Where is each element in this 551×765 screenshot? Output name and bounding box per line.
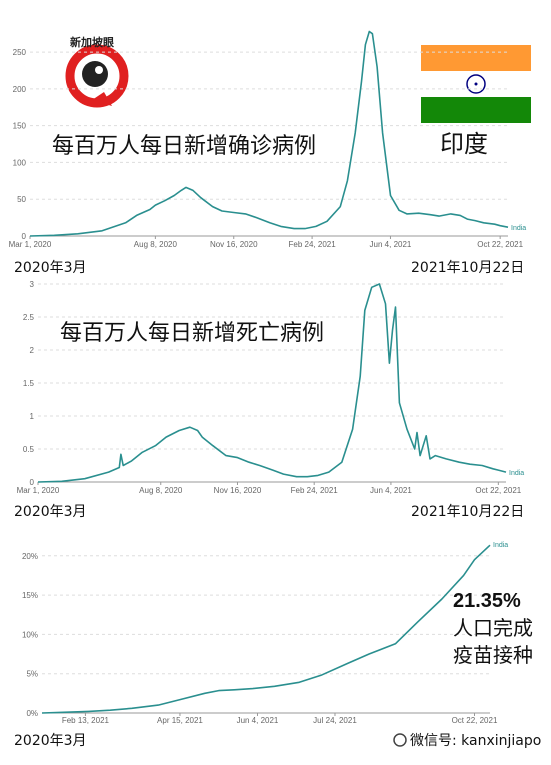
deaths-start-label: 2020年3月	[14, 504, 87, 520]
deaths-end-label: 2021年10月22日	[411, 504, 524, 520]
x-tick-label: Apr 15, 2021	[157, 716, 203, 725]
y-tick-label: 2	[30, 346, 35, 355]
x-tick-label: Oct 22, 2021	[452, 716, 498, 725]
logo-pin-tail	[92, 92, 112, 106]
deaths-chart: 0 0.5 1 1.5 2 2.5 3 Mar 1, 2020 Aug 8, 2020 Nov 1…	[17, 280, 525, 495]
x-tick-label: Aug 8, 2020	[134, 240, 178, 249]
vax-start-label: 2020年3月	[14, 733, 87, 749]
logo-text: 新加坡眼	[70, 35, 114, 49]
y-tick-label: 0	[22, 232, 27, 241]
x-tick-label: Mar 1, 2020	[17, 486, 60, 495]
y-tick-label: 10%	[22, 630, 38, 639]
vaccination-chart: 0% 5% 10% 15% 20% Feb 13, 2021 Apr 15, 2021 Jun…	[22, 542, 508, 725]
x-tick-label: Feb 24, 2021	[289, 240, 337, 249]
x-tick-label: Aug 8, 2020	[139, 486, 183, 495]
cases-end-label: 2021年10月22日	[411, 260, 524, 276]
x-tick-label: Feb 24, 2021	[291, 486, 339, 495]
x-tick-label: Jul 24, 2021	[313, 716, 357, 725]
series-label-india: India	[493, 542, 508, 549]
series-line-india	[37, 283, 507, 483]
y-tick-label: 250	[13, 48, 27, 57]
y-tick-label: 50	[17, 195, 26, 204]
x-tick-label: Oct 22, 2021	[477, 240, 523, 249]
vax-line2-label: 疫苗接种	[453, 643, 533, 667]
cases-chart: 0 50 100 150 200 250 Mar 1, 2020 Aug 8, 2020 Nov…	[9, 30, 526, 249]
y-tick-label: 0%	[26, 709, 38, 718]
y-tick-label: 3	[30, 280, 35, 289]
x-tick-label: Jun 4, 2021	[370, 240, 412, 249]
series-label-india: India	[509, 470, 524, 477]
cases-chart-title: 每百万人每日新增确诊病例	[52, 134, 316, 159]
wechat-icon	[393, 733, 407, 747]
y-tick-label: 200	[13, 85, 27, 94]
country-title: 印度	[440, 130, 488, 158]
deaths-chart-title: 每百万人每日新增死亡病例	[60, 321, 324, 346]
y-tick-label: 150	[13, 122, 27, 131]
y-tick-label: 0.5	[23, 445, 35, 454]
vax-line1-label: 人口完成	[453, 616, 533, 640]
y-tick-label: 2.5	[23, 313, 35, 322]
cases-start-label: 2020年3月	[14, 260, 87, 276]
wechat-id-label: 微信号: kanxinjiapo	[410, 733, 541, 749]
logo: 新加坡眼	[65, 35, 129, 108]
y-tick-label: 15%	[22, 591, 38, 600]
y-tick-label: 5%	[26, 670, 38, 679]
y-tick-label: 0	[30, 478, 35, 487]
ashoka-chakra-icon	[466, 74, 486, 94]
y-tick-label: 1.5	[23, 379, 35, 388]
wechat-watermark: 微信号: kanxinjiapo	[393, 733, 541, 749]
series-line-india	[41, 544, 491, 714]
series-label-india: India	[511, 225, 526, 232]
x-tick-label: Feb 13, 2021	[62, 716, 110, 725]
x-tick-label: Jun 4, 2021	[370, 486, 412, 495]
x-tick-label: Mar 1, 2020	[9, 240, 52, 249]
y-tick-label: 20%	[22, 552, 38, 561]
india-flag	[421, 45, 531, 123]
logo-eye-icon	[82, 61, 108, 87]
vax-pct-label: 21.35%	[453, 590, 521, 612]
x-tick-label: Oct 22, 2021	[475, 486, 521, 495]
x-tick-label: Nov 16, 2020	[210, 240, 258, 249]
series-line-india	[29, 30, 509, 237]
x-tick-label: Nov 16, 2020	[214, 486, 262, 495]
y-tick-label: 1	[30, 412, 35, 421]
x-tick-label: Jun 4, 2021	[237, 716, 279, 725]
y-tick-label: 100	[13, 158, 27, 167]
